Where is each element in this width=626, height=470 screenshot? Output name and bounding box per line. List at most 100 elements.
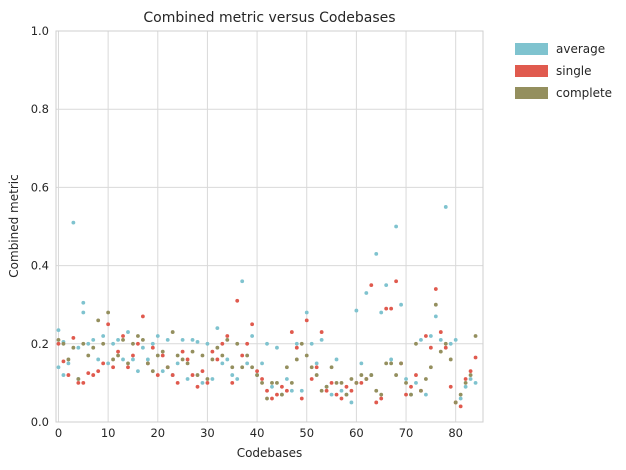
data-point-average	[284, 377, 289, 381]
data-point-single	[433, 287, 438, 291]
data-point-average	[349, 400, 354, 405]
data-point-average	[304, 310, 309, 315]
data-point-single	[458, 404, 463, 409]
data-point-average	[195, 339, 200, 344]
data-point-single	[428, 345, 433, 350]
data-point-complete	[394, 373, 399, 377]
data-point-average	[473, 381, 478, 385]
data-point-single	[150, 345, 155, 350]
data-point-complete	[81, 341, 86, 346]
data-point-average	[319, 337, 324, 342]
data-point-complete	[314, 373, 319, 377]
data-point-average	[155, 334, 160, 338]
data-point-average	[394, 224, 399, 229]
data-point-average	[66, 361, 71, 366]
data-point-complete	[379, 392, 384, 397]
plot-frame	[55, 30, 484, 423]
data-point-complete	[245, 353, 250, 358]
x-tick-label: 40	[250, 426, 265, 440]
data-point-average	[364, 291, 369, 295]
data-point-average	[245, 361, 250, 366]
data-point-single	[369, 283, 374, 288]
data-point-average	[458, 396, 463, 401]
data-point-complete	[150, 369, 155, 374]
data-point-single	[195, 384, 200, 389]
data-point-single	[140, 314, 145, 319]
data-point-single	[339, 396, 344, 401]
data-point-single	[448, 384, 453, 389]
data-point-average	[448, 341, 453, 346]
data-point-average	[215, 326, 220, 331]
data-point-complete	[319, 388, 324, 393]
data-point-single	[359, 381, 364, 385]
data-point-average	[433, 314, 438, 319]
x-tick-labels: 0 10 20 30 40 50 60 70 80	[55, 426, 463, 440]
data-point-complete	[265, 396, 269, 401]
data-point-complete	[121, 337, 125, 342]
data-point-complete	[443, 341, 448, 346]
data-point-complete	[359, 373, 364, 377]
data-point-complete	[195, 373, 200, 377]
data-point-average	[150, 341, 155, 346]
data-point-single	[215, 357, 220, 362]
legend-swatch-average	[515, 43, 548, 55]
data-point-complete	[56, 337, 61, 342]
data-point-complete	[86, 353, 91, 358]
data-point-complete	[433, 302, 438, 307]
legend-label-single: single	[556, 64, 592, 78]
data-point-single	[250, 322, 255, 327]
data-point-average	[235, 377, 240, 381]
data-point-single	[96, 369, 101, 374]
data-point-complete	[334, 381, 339, 385]
data-point-single	[170, 373, 175, 377]
data-point-single	[324, 388, 329, 393]
data-point-complete	[275, 381, 279, 385]
y-tick-label: 1.0	[31, 24, 49, 38]
data-point-complete	[399, 361, 403, 366]
x-tick-label: 60	[349, 426, 364, 440]
data-point-complete	[185, 361, 190, 366]
data-point-average	[428, 334, 433, 338]
data-point-average	[289, 388, 294, 393]
data-point-single	[76, 381, 81, 385]
data-point-single	[379, 396, 384, 401]
data-point-complete	[414, 341, 418, 346]
data-point-average	[140, 345, 145, 350]
data-point-complete	[160, 349, 165, 354]
y-tick-label: 0.8	[31, 102, 49, 116]
data-point-average	[354, 308, 359, 313]
data-point-complete	[255, 373, 259, 377]
data-point-single	[414, 373, 418, 377]
data-point-single	[240, 353, 245, 358]
data-point-single	[438, 330, 443, 334]
data-point-single	[265, 388, 269, 393]
data-point-single	[289, 330, 294, 334]
data-point-complete	[424, 377, 428, 381]
data-point-single	[294, 345, 299, 350]
data-point-single	[299, 396, 304, 401]
data-point-single	[314, 365, 319, 370]
data-point-complete	[106, 310, 111, 315]
data-point-average	[145, 357, 150, 362]
data-point-average	[81, 310, 86, 315]
data-point-complete	[71, 345, 76, 350]
data-point-complete	[448, 357, 453, 362]
data-point-complete	[364, 377, 369, 381]
data-point-single	[81, 381, 86, 385]
data-point-average	[175, 361, 180, 366]
data-point-average	[56, 328, 61, 333]
data-point-complete	[180, 357, 185, 362]
data-point-single	[280, 384, 284, 389]
data-point-complete	[284, 365, 289, 370]
data-point-average	[250, 334, 255, 338]
data-point-average	[379, 310, 384, 315]
data-point-single	[116, 349, 120, 354]
data-point-complete	[200, 353, 205, 358]
data-point-single	[463, 377, 468, 381]
data-point-average	[230, 373, 235, 377]
data-point-complete	[116, 353, 120, 358]
legend-label-average: average	[556, 42, 605, 56]
data-point-complete	[463, 381, 468, 385]
data-point-complete	[270, 381, 274, 385]
y-tick-label: 0.2	[31, 337, 49, 351]
